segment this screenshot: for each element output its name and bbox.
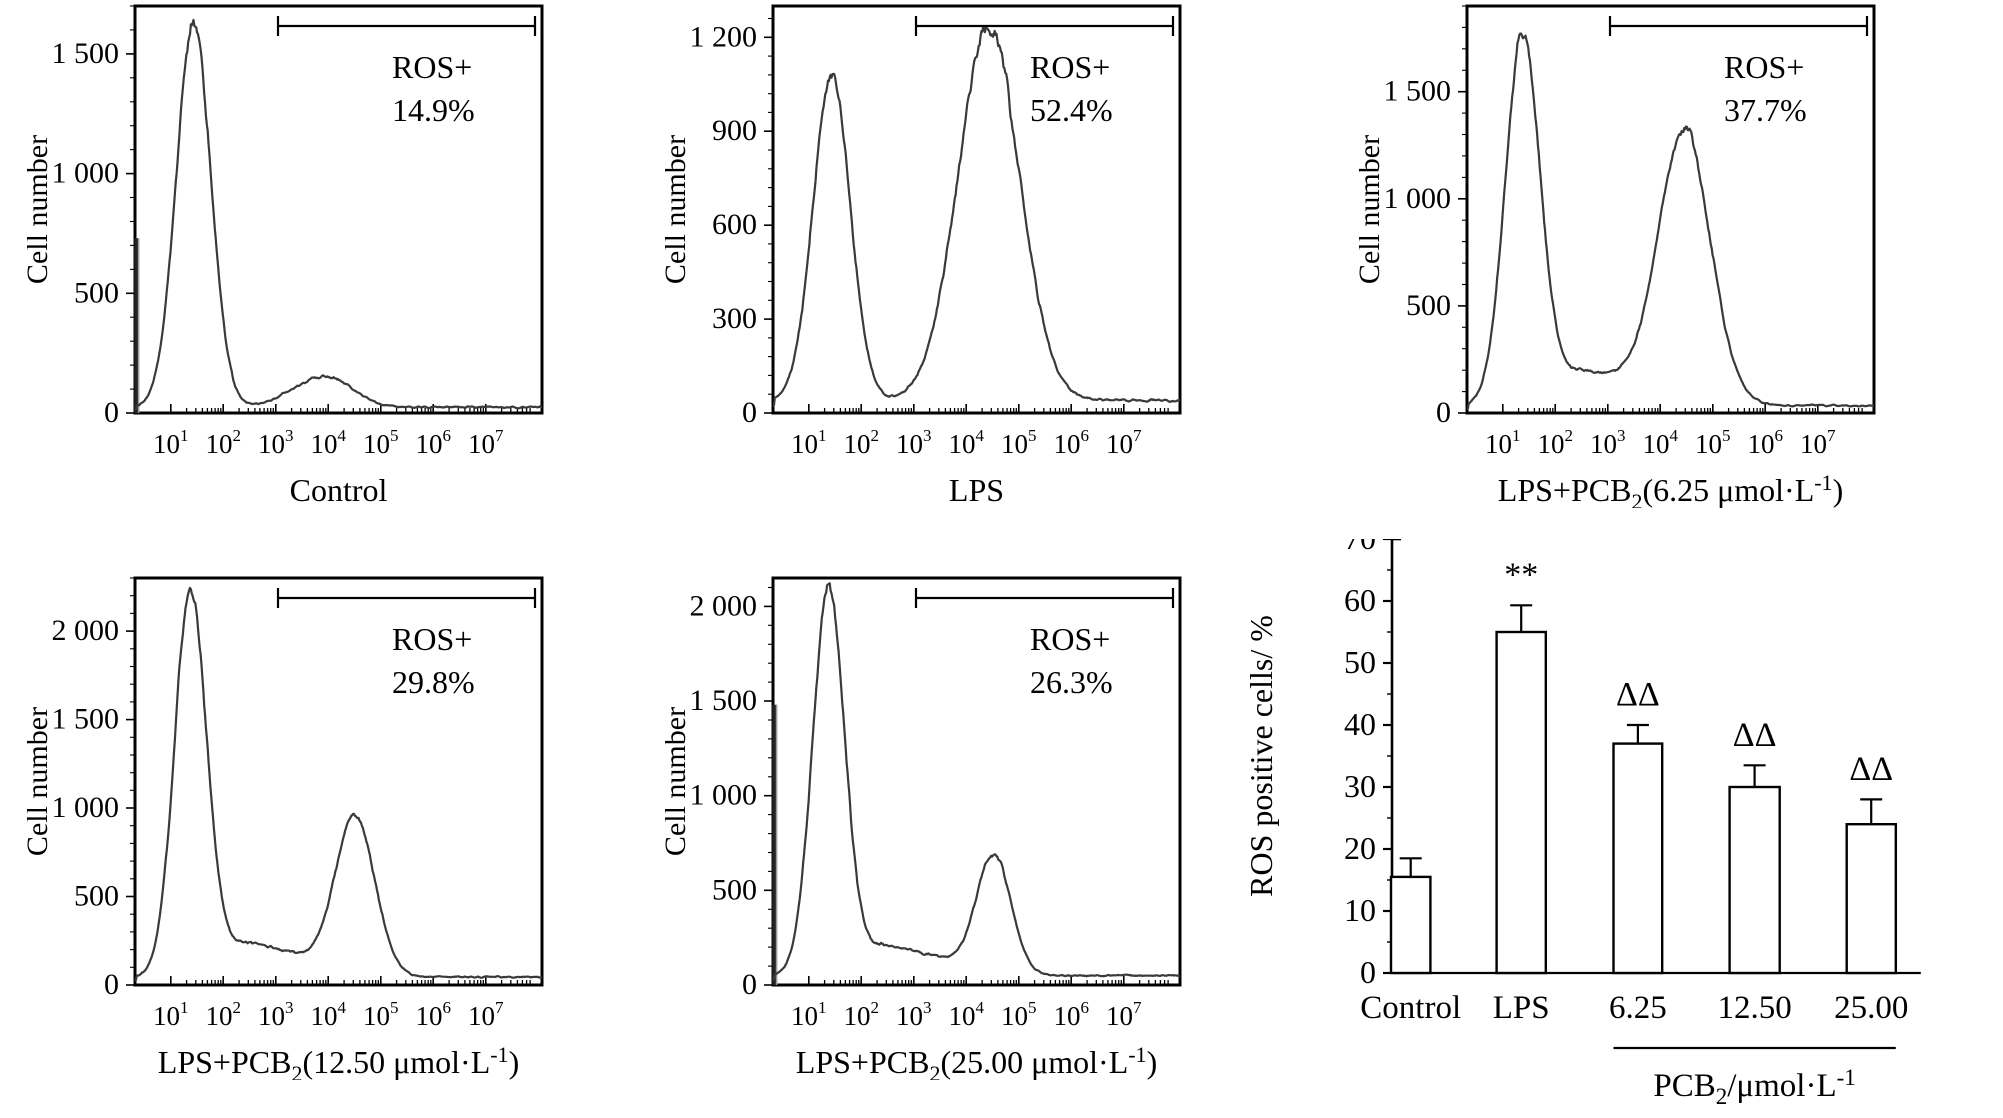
svg-text:103: 103 (896, 998, 932, 1031)
svg-text:103: 103 (258, 998, 294, 1031)
svg-text:103: 103 (258, 426, 294, 459)
svg-text:14.9%: 14.9% (392, 92, 475, 128)
svg-text:1 500: 1 500 (1384, 75, 1452, 108)
svg-text:50: 50 (1344, 644, 1376, 680)
svg-text:Cell number: Cell number (665, 135, 692, 284)
svg-text:2 000: 2 000 (51, 614, 119, 647)
svg-text:12.50: 12.50 (1717, 990, 1791, 1026)
svg-text:Control: Control (1360, 990, 1461, 1026)
svg-text:500: 500 (74, 880, 119, 913)
svg-text:107: 107 (1106, 998, 1142, 1031)
svg-text:2 000: 2 000 (690, 589, 758, 622)
svg-text:104: 104 (949, 998, 985, 1031)
svg-text:Control: Control (289, 472, 387, 508)
svg-text:ROS+: ROS+ (1030, 621, 1110, 657)
svg-text:600: 600 (712, 208, 757, 241)
svg-text:105: 105 (1001, 998, 1037, 1031)
svg-text:ΔΔ: ΔΔ (1616, 676, 1660, 713)
svg-text:ΔΔ: ΔΔ (1732, 716, 1776, 753)
svg-text:LPS+PCB2(25.00 μmol·L-1): LPS+PCB2(25.00 μmol·L-1) (796, 1042, 1157, 1080)
svg-text:Cell number: Cell number (665, 707, 692, 856)
svg-text:ROS positive cells/ %: ROS positive cells/ % (1243, 615, 1279, 897)
svg-text:26.3%: 26.3% (1030, 664, 1113, 700)
svg-text:52.4%: 52.4% (1030, 92, 1113, 128)
svg-text:105: 105 (1001, 426, 1037, 459)
svg-text:PCB2/μmol·L-1: PCB2/μmol·L-1 (1653, 1065, 1855, 1109)
svg-text:105: 105 (1695, 426, 1731, 459)
svg-text:Cell number: Cell number (27, 707, 54, 856)
svg-text:106: 106 (415, 426, 451, 459)
svg-text:30: 30 (1344, 768, 1376, 804)
svg-text:105: 105 (363, 426, 398, 459)
svg-text:300: 300 (712, 302, 757, 335)
svg-text:40: 40 (1344, 706, 1376, 742)
svg-text:37.7%: 37.7% (1724, 92, 1807, 128)
svg-text:1 500: 1 500 (690, 684, 758, 717)
svg-text:107: 107 (468, 426, 504, 459)
svg-text:1 500: 1 500 (51, 703, 119, 736)
svg-text:102: 102 (1538, 426, 1574, 459)
svg-text:60: 60 (1344, 582, 1376, 618)
svg-text:ROS+: ROS+ (392, 49, 472, 85)
svg-text:104: 104 (1643, 426, 1679, 459)
svg-text:10: 10 (1344, 892, 1376, 928)
svg-text:LPS+PCB2(12.50 μmol·L-1): LPS+PCB2(12.50 μmol·L-1) (157, 1042, 518, 1080)
svg-text:106: 106 (1054, 998, 1090, 1031)
svg-text:500: 500 (712, 873, 757, 906)
svg-text:Cell number: Cell number (1359, 135, 1386, 284)
svg-text:106: 106 (1748, 426, 1784, 459)
svg-text:107: 107 (1106, 426, 1142, 459)
svg-text:102: 102 (844, 426, 880, 459)
svg-text:0: 0 (104, 396, 119, 429)
svg-text:ROS+: ROS+ (392, 621, 472, 657)
svg-text:101: 101 (791, 426, 827, 459)
svg-text:0: 0 (742, 396, 757, 429)
svg-text:Cell number: Cell number (27, 135, 54, 284)
svg-text:0: 0 (1436, 396, 1451, 429)
svg-text:LPS: LPS (949, 472, 1004, 508)
svg-text:29.8%: 29.8% (392, 664, 475, 700)
svg-text:104: 104 (310, 998, 346, 1031)
svg-text:101: 101 (791, 998, 827, 1031)
svg-text:1 000: 1 000 (1384, 182, 1452, 215)
svg-text:0: 0 (742, 968, 757, 1001)
svg-text:1 000: 1 000 (51, 791, 119, 824)
svg-text:ROS+: ROS+ (1030, 49, 1110, 85)
svg-text:102: 102 (844, 998, 880, 1031)
svg-text:900: 900 (712, 114, 757, 147)
svg-text:500: 500 (1406, 289, 1451, 322)
svg-text:105: 105 (363, 998, 398, 1031)
svg-text:**: ** (1504, 556, 1538, 593)
svg-text:25.00: 25.00 (1834, 990, 1908, 1026)
svg-text:0: 0 (104, 968, 119, 1001)
svg-text:1 000: 1 000 (51, 157, 119, 190)
svg-text:ROS+: ROS+ (1724, 49, 1804, 85)
svg-text:103: 103 (896, 426, 932, 459)
svg-text:ΔΔ: ΔΔ (1849, 750, 1893, 787)
svg-text:103: 103 (1590, 426, 1626, 459)
svg-text:1 200: 1 200 (690, 20, 758, 53)
svg-text:102: 102 (205, 426, 241, 459)
svg-text:6.25: 6.25 (1609, 990, 1667, 1026)
svg-text:500: 500 (74, 276, 119, 309)
svg-text:106: 106 (415, 998, 451, 1031)
svg-text:101: 101 (1485, 426, 1521, 459)
svg-text:101: 101 (153, 998, 189, 1031)
svg-text:107: 107 (468, 998, 504, 1031)
svg-text:70: 70 (1344, 539, 1376, 556)
svg-text:1 500: 1 500 (51, 37, 119, 70)
svg-text:LPS: LPS (1492, 990, 1549, 1026)
svg-text:1 000: 1 000 (690, 779, 758, 812)
svg-text:106: 106 (1054, 426, 1090, 459)
svg-text:101: 101 (153, 426, 189, 459)
svg-text:0: 0 (1360, 954, 1376, 990)
svg-text:107: 107 (1800, 426, 1836, 459)
svg-text:104: 104 (310, 426, 346, 459)
svg-text:104: 104 (949, 426, 985, 459)
svg-text:102: 102 (205, 998, 241, 1031)
svg-text:20: 20 (1344, 830, 1376, 866)
svg-text:LPS+PCB2(6.25 μmol·L-1): LPS+PCB2(6.25 μmol·L-1) (1498, 470, 1843, 508)
